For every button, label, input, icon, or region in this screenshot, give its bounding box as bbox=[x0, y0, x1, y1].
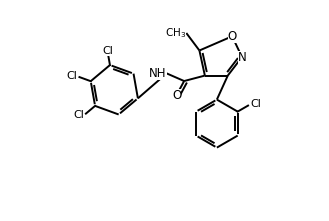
Text: Cl: Cl bbox=[73, 110, 84, 120]
Text: O: O bbox=[228, 30, 237, 43]
Text: CH$_3$: CH$_3$ bbox=[165, 26, 186, 40]
Text: N: N bbox=[238, 51, 246, 63]
Text: Cl: Cl bbox=[250, 99, 261, 109]
Text: Cl: Cl bbox=[102, 46, 113, 56]
Text: O: O bbox=[172, 89, 181, 102]
Text: Cl: Cl bbox=[66, 71, 77, 81]
Text: NH: NH bbox=[149, 67, 167, 80]
